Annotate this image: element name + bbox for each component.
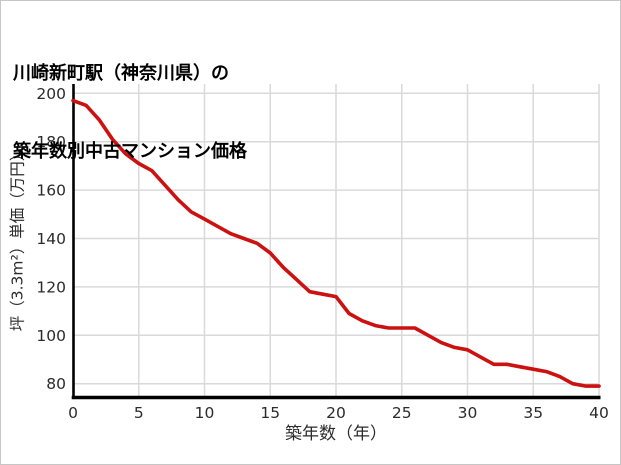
gridlines	[73, 84, 600, 398]
chart-title-line1: 川崎新町駅（神奈川県）の	[13, 63, 229, 84]
y-tick-label: 80	[46, 375, 66, 393]
x-tick-label: 20	[326, 404, 346, 422]
x-tick-label: 15	[260, 404, 280, 422]
price-line	[71, 98, 601, 388]
x-tick-label: 10	[195, 404, 215, 422]
x-axis-label: 築年数（年）	[285, 424, 387, 444]
chart-title: 川崎新町駅（神奈川県）の 築年数別中古マンション価格	[13, 9, 247, 217]
tick-labels: 0 5 10 15 20 25 30 35 40 80 100 120 140 160 180 200	[36, 85, 608, 422]
y-tick-label: 180	[36, 133, 66, 151]
x-tick-label: 30	[458, 404, 478, 422]
y-tick-label: 140	[36, 230, 66, 248]
y-tick-label: 160	[36, 182, 66, 200]
chart-title-line2: 築年数別中古マンション価格	[13, 141, 247, 162]
y-axis-label: 坪（3.3m²）単価（万円）	[9, 146, 27, 331]
x-tick-label: 0	[68, 404, 78, 422]
x-tick-label: 40	[589, 404, 609, 422]
price-line-group	[71, 98, 601, 388]
x-tick-label: 25	[392, 404, 412, 422]
axis-labels: 築年数（年） 坪（3.3m²）単価（万円）	[9, 146, 388, 444]
axes-spines	[71, 84, 601, 400]
y-tick-label: 200	[36, 85, 66, 103]
x-tick-label: 35	[523, 404, 543, 422]
y-tick-label: 100	[36, 327, 66, 345]
y-tick-label: 120	[36, 278, 66, 296]
x-tick-label: 5	[134, 404, 144, 422]
